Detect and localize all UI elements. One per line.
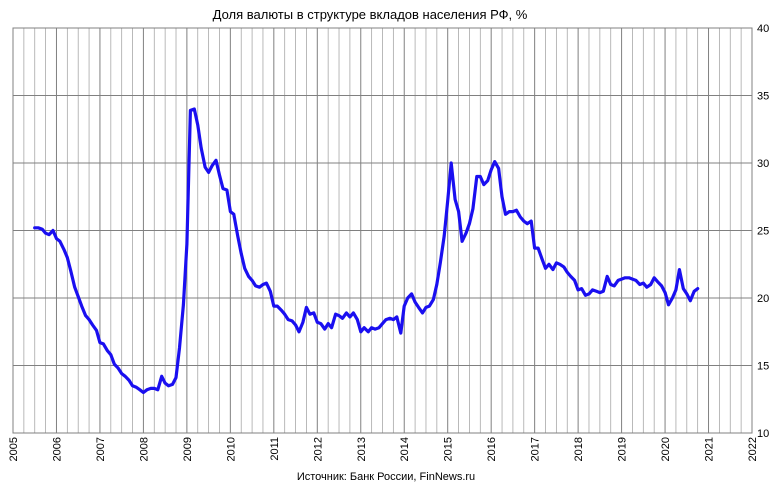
x-tick-label: 2021 <box>704 437 716 461</box>
x-tick-label: 2009 <box>182 437 194 461</box>
y-tick-label: 20 <box>757 293 769 305</box>
y-tick-label: 15 <box>757 361 769 373</box>
x-tick-label: 2014 <box>399 437 411 461</box>
x-tick-label: 2019 <box>617 437 629 461</box>
y-axis-ticks: 10 15 20 25 30 35 40 <box>757 23 769 440</box>
x-tick-label: 2012 <box>312 437 324 461</box>
x-tick-label: 2016 <box>486 437 498 461</box>
series-layer <box>33 107 700 395</box>
x-tick-label: 2018 <box>573 437 585 461</box>
x-tick-label: 2007 <box>95 437 107 461</box>
x-axis-ticks: 2005 2006 2007 2008 2009 2010 2011 2012 2013 2014… <box>8 437 759 461</box>
chart-source: Источник: Банк России, FinNews.ru <box>297 471 475 483</box>
x-tick-label: 2017 <box>530 437 542 461</box>
y-tick-label: 40 <box>757 23 769 35</box>
x-tick-label: 2011 <box>269 437 281 461</box>
x-tick-label: 2022 <box>747 437 759 461</box>
plot-frame <box>12 27 753 434</box>
y-tick-label: 25 <box>757 226 769 238</box>
y-tick-label: 30 <box>757 158 769 170</box>
x-tick-label: 2013 <box>356 437 368 461</box>
chart-title: Доля валюты в структуре вкладов населени… <box>213 7 528 22</box>
y-tick-label: 35 <box>757 91 769 103</box>
x-tick-label: 2010 <box>225 437 237 461</box>
x-tick-label: 2008 <box>138 437 150 461</box>
x-tick-label: 2006 <box>51 437 63 461</box>
x-tick-label: 2005 <box>8 437 20 461</box>
x-tick-label: 2020 <box>660 437 672 461</box>
series-line-0 <box>33 107 700 395</box>
x-tick-label: 2015 <box>443 437 455 461</box>
y-tick-label: 10 <box>757 428 769 440</box>
